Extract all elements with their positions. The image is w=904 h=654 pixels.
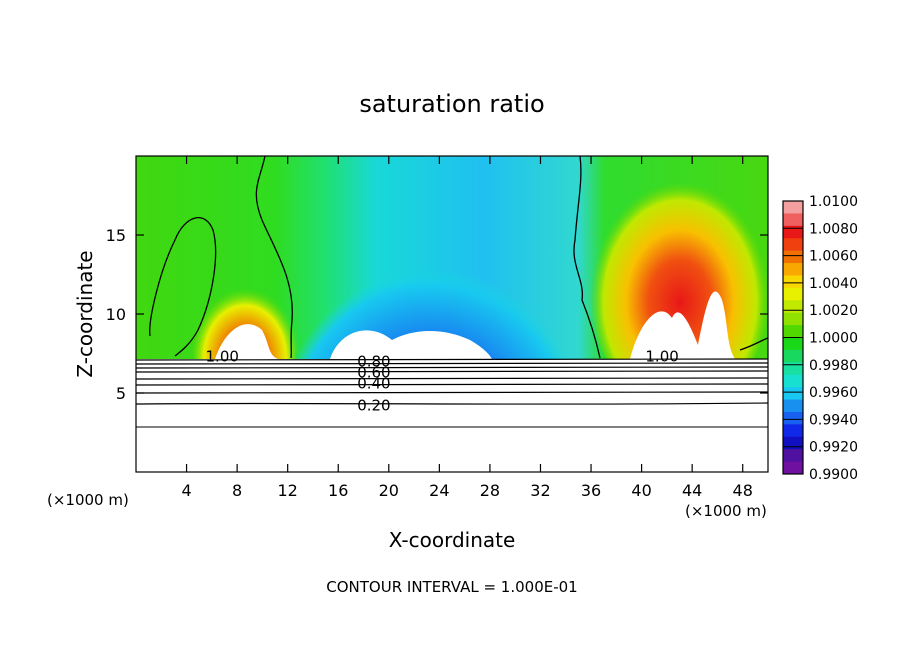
colorbar-swatch [783,374,803,388]
colorbar-label: 1.0060 [809,249,858,265]
colorbar-swatch [783,362,803,376]
colorbar-swatch [783,399,803,413]
colorbar-label: 0.9900 [809,467,858,483]
y-tick-label: 10 [106,305,126,324]
colorbar-label: 0.9980 [809,358,858,374]
colorbar-swatch [783,300,803,314]
contour-label: 0.80 [357,352,390,370]
x-tick-label: 24 [429,481,449,500]
x-tick-label: 20 [379,481,399,500]
colorbar: 1.0100 1.0080 1.0060 1.0040 1.0020 1.0000 0.99… [782,194,858,483]
colorbar-label: 0.9920 [809,440,858,456]
x-tick-label: 12 [278,481,298,500]
colorbar-swatch [783,424,803,438]
colorbar-swatch [783,238,803,252]
x-axis-label: X-coordinate [389,528,516,552]
colorbar-label: 1.0040 [809,276,858,292]
x-unit-right: (×1000 m) [685,502,767,520]
colorbar-swatch [783,349,803,363]
contour-labels: 1.00 0.800.600.40 0.20 1.00 [206,348,679,415]
colorbar-swatch [783,337,803,351]
colorbar-label: 1.0000 [809,331,858,347]
colorbar-label: 1.0100 [809,194,858,210]
colorbar-swatch [783,312,803,326]
x-tick-label: 48 [733,481,753,500]
colorbar-swatch [783,263,803,276]
colorbar-swatch [783,225,803,239]
x-tick-label: 36 [581,481,601,500]
colorbar-swatch [783,213,803,227]
y-axis-label: Z-coordinate [73,250,97,377]
x-tick-label: 32 [530,481,550,500]
contour-label: 1.00 [206,348,239,366]
colorbar-swatch [783,461,803,475]
x-tick-label: 8 [232,481,242,500]
colorbar-swatch [783,387,803,401]
y-tick-label: 5 [116,384,126,403]
x-tick-label: 44 [682,481,702,500]
x-tick-label: 16 [328,481,348,500]
y-tick-label: 15 [106,226,126,245]
contour-label: 0.40 [357,375,390,393]
plot-area [135,155,769,473]
contour-interval-note: CONTOUR INTERVAL = 1.000E-01 [326,578,577,596]
x-unit-left: (×1000 m) [47,491,129,509]
colorbar-label: 0.9960 [809,385,858,401]
contour-label: 0.20 [357,397,390,415]
colorbar-swatch [783,201,803,214]
colorbar-label: 0.9940 [809,412,858,428]
colorbar-swatch [783,275,803,289]
contour-label: 1.00 [645,348,678,366]
colorbar-label: 1.0080 [809,221,858,237]
x-tick-label: 4 [181,481,191,500]
colorbar-label: 1.0020 [809,303,858,319]
x-tick-label: 28 [480,481,500,500]
chart-title: saturation ratio [359,90,544,118]
colorbar-swatch [783,449,803,463]
colorbar-swatch [783,411,803,425]
colorbar-swatch [783,325,803,338]
colorbar-swatch [783,287,803,301]
contour-label: 0.60 [357,363,390,381]
colorbar-swatch [783,436,803,450]
colorbar-swatch [783,250,803,264]
lower-contours [135,358,769,428]
x-tick-label: 40 [631,481,651,500]
saturation-field [136,156,768,359]
